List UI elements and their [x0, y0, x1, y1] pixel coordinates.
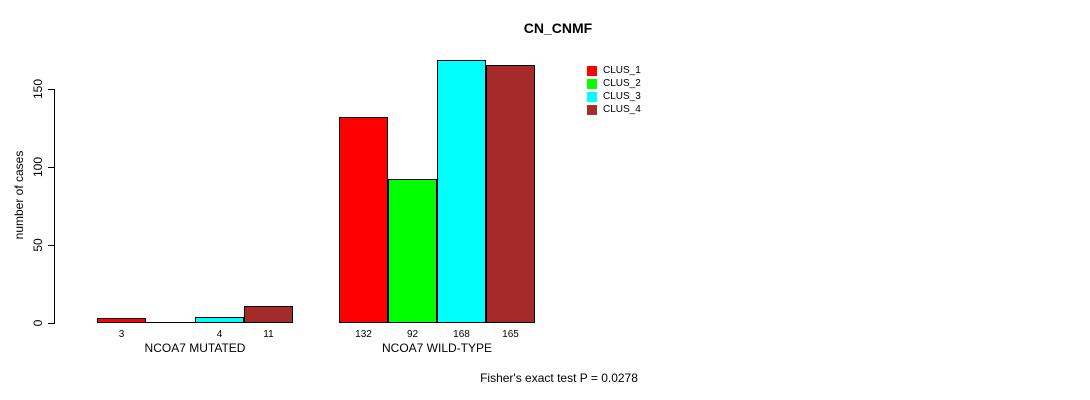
chart-title: CN_CNMF — [523, 20, 593, 36]
legend-swatch-clus_3 — [587, 92, 597, 102]
legend-label: CLUS_4 — [603, 104, 641, 115]
y-axis-label: number of cases — [12, 150, 26, 240]
bar-value-label: 168 — [453, 329, 470, 340]
legend-swatch-clus_1 — [587, 66, 597, 76]
bar-clus-1-ncoa7-wild-type — [339, 117, 388, 323]
bar-value-label: 4 — [216, 329, 223, 340]
bar-clus-3-ncoa7-wild-type — [437, 60, 486, 323]
bar-value-label: 3 — [118, 329, 125, 340]
y-tick — [48, 167, 55, 168]
bar-value-label: 11 — [263, 329, 274, 340]
category-label: NCOA7 WILD-TYPE — [381, 341, 493, 355]
legend-swatch-clus_4 — [587, 105, 597, 115]
category-label: NCOA7 MUTATED — [144, 341, 246, 355]
y-tick-label: 0 — [31, 319, 45, 327]
bar-value-label: 165 — [502, 329, 519, 340]
legend-label: CLUS_1 — [603, 65, 641, 76]
bar-clus-4-ncoa7-mutated — [244, 306, 293, 323]
bar-value-label: 132 — [355, 329, 372, 340]
bar-clus-2-ncoa7-wild-type — [388, 179, 437, 323]
fisher-test-annotation: Fisher's exact test P = 0.0278 — [480, 371, 638, 385]
y-tick-label: 150 — [31, 78, 45, 100]
y-tick — [48, 89, 55, 90]
y-tick-label: 100 — [31, 156, 45, 178]
y-axis-line — [54, 89, 55, 323]
bar-value-label: 92 — [406, 329, 419, 340]
legend-label: CLUS_3 — [603, 91, 641, 102]
bar-clus-4-ncoa7-wild-type — [486, 65, 535, 323]
y-tick — [48, 245, 55, 246]
legend-label: CLUS_2 — [603, 78, 641, 89]
bar-clus-2-ncoa7-mutated — [146, 322, 195, 323]
y-tick-label: 50 — [31, 238, 45, 252]
legend-swatch-clus_2 — [587, 79, 597, 89]
bar-clus-3-ncoa7-mutated — [195, 317, 244, 323]
bar-clus-1-ncoa7-mutated — [97, 318, 146, 323]
y-tick — [48, 323, 55, 324]
